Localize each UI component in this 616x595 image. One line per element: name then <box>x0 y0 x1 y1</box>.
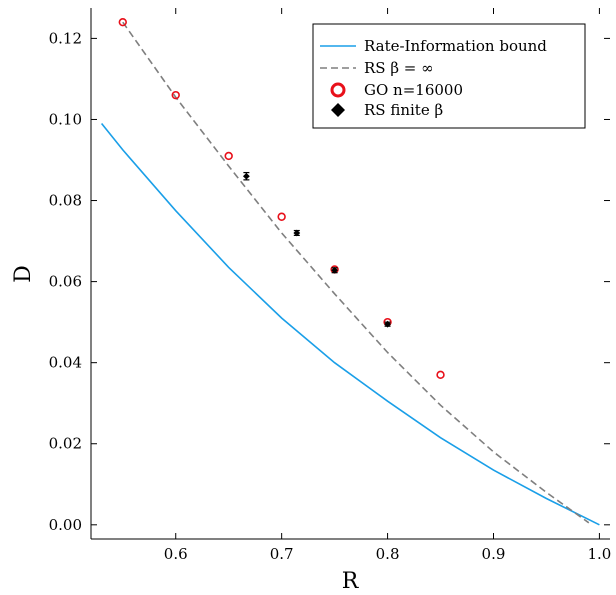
go-data-point <box>436 370 445 380</box>
ticks: 0.6 0.7 0.8 0.9 1.0 0.00 0.02 0.04 0.06 0.08 0.10 0… <box>49 8 611 563</box>
rate-information-bound-line <box>100 122 600 526</box>
plot-area <box>100 17 600 526</box>
rs-finite-data-point <box>331 266 339 274</box>
x-tick-label: 0.7 <box>270 545 294 563</box>
y-tick-label: 0.08 <box>49 192 82 210</box>
y-axis-label: D <box>11 265 36 283</box>
go-data-point <box>118 17 127 27</box>
legend-swatch-rs-finite <box>331 103 345 117</box>
legend-box <box>312 23 586 129</box>
legend-label-go: GO n=16000 <box>364 81 463 99</box>
legend: Rate-Information bound RS β = ∞ GO n=160… <box>312 23 586 129</box>
x-tick-label: 0.6 <box>164 545 188 563</box>
go-data-point <box>277 212 286 221</box>
x-axis-label: R <box>342 569 360 594</box>
rs-finite-data-point <box>384 320 391 328</box>
x-tick-label: 1.0 <box>587 545 611 563</box>
x-tick-label: 0.8 <box>376 545 400 563</box>
y-tick-label: 0.04 <box>49 354 82 372</box>
rs-finite-data-point <box>242 172 250 180</box>
legend-label-rs-infinite: RS β = ∞ <box>364 59 434 77</box>
y-tick-label: 0.06 <box>49 273 82 291</box>
legend-label-rate-information: Rate-Information bound <box>364 37 547 55</box>
y-tick-label: 0.10 <box>49 110 82 128</box>
x-tick-label: 0.9 <box>482 545 506 563</box>
go-data-point <box>171 90 180 100</box>
legend-label-rs-finite: RS finite β <box>364 101 443 119</box>
rs-beta-infinity-line <box>122 21 590 524</box>
axes <box>90 8 610 540</box>
legend-swatch-go <box>330 82 346 98</box>
y-tick-label: 0.00 <box>49 516 82 534</box>
go-data-point <box>224 151 233 161</box>
rs-finite-data-point <box>293 229 301 237</box>
y-tick-label: 0.02 <box>49 435 82 453</box>
y-tick-label: 0.12 <box>49 29 82 47</box>
